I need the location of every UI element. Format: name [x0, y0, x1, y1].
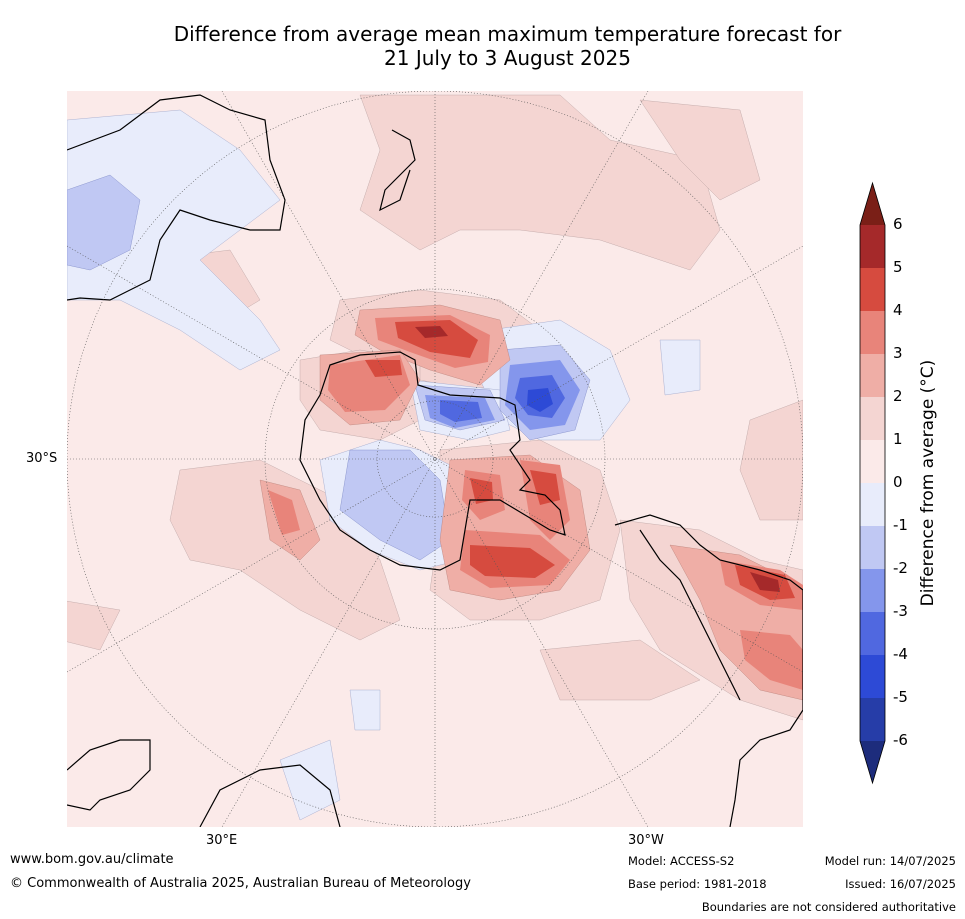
colorbar	[859, 181, 886, 785]
colorbar-label: Difference from average (°C)	[918, 359, 938, 607]
colorbar-tick-label: -1	[893, 516, 908, 534]
colorbar-box	[860, 526, 885, 569]
lon-label-30e: 30°E	[206, 833, 238, 848]
colorbar-tick-label: 5	[893, 258, 903, 276]
colorbar-tick-label: 3	[893, 344, 903, 362]
colorbar-box	[860, 698, 885, 741]
colorbar-outline	[859, 181, 886, 785]
lon-label-30w: 30°W	[628, 833, 664, 848]
colorbar-box	[860, 397, 885, 440]
colorbar-tick-label: 4	[893, 301, 903, 319]
colorbar-tick-label: -4	[893, 645, 908, 663]
colorbar-tick-label: -3	[893, 602, 908, 620]
colorbar-box	[860, 483, 885, 526]
issued-text: Issued: 16/07/2025	[845, 877, 956, 891]
model-text: Model: ACCESS-S2	[628, 854, 735, 868]
base-period-text: Base period: 1981-2018	[628, 877, 767, 891]
colorbar-extend-top	[860, 183, 885, 225]
copyright-text: © Commonwealth of Australia 2025, Austra…	[10, 876, 471, 891]
colorbar-tick-label: 1	[893, 430, 903, 448]
colorbar-box	[860, 268, 885, 311]
colorbar-box	[860, 311, 885, 354]
anomaly-5-6-regions	[415, 326, 780, 592]
colorbar-extend-bottom	[860, 741, 885, 783]
colorbar-box	[860, 569, 885, 612]
colorbar-box	[860, 612, 885, 655]
disclaimer-text: Boundaries are not considered authoritat…	[701, 900, 956, 914]
website-link[interactable]: www.bom.gov.au/climate	[10, 852, 174, 867]
model-run-text: Model run: 14/07/2025	[824, 854, 956, 868]
graticule	[67, 91, 803, 827]
anomaly-minus5-minus4-regions	[527, 388, 553, 412]
colorbar-tick-label: 2	[893, 387, 903, 405]
lat-label-30s: 30°S	[26, 451, 58, 466]
colorbar-tick-label: -6	[893, 731, 908, 749]
anomaly-4-5-regions	[365, 320, 795, 600]
chart-title: Difference from average mean maximum tem…	[100, 22, 915, 70]
colorbar-tick-label: 6	[893, 215, 903, 233]
colorbar-tick-label: -5	[893, 688, 908, 706]
colorbar-box	[860, 225, 885, 268]
colorbar-box	[860, 440, 885, 483]
colorbar-box	[860, 655, 885, 698]
colorbar-tick-label: -2	[893, 559, 908, 577]
title-line-1: Difference from average mean maximum tem…	[173, 22, 842, 46]
title-line-2: 21 July to 3 August 2025	[384, 46, 631, 70]
colorbar-box	[860, 354, 885, 397]
colorbar-tick-label: 0	[893, 473, 903, 491]
coastlines	[67, 94, 803, 827]
